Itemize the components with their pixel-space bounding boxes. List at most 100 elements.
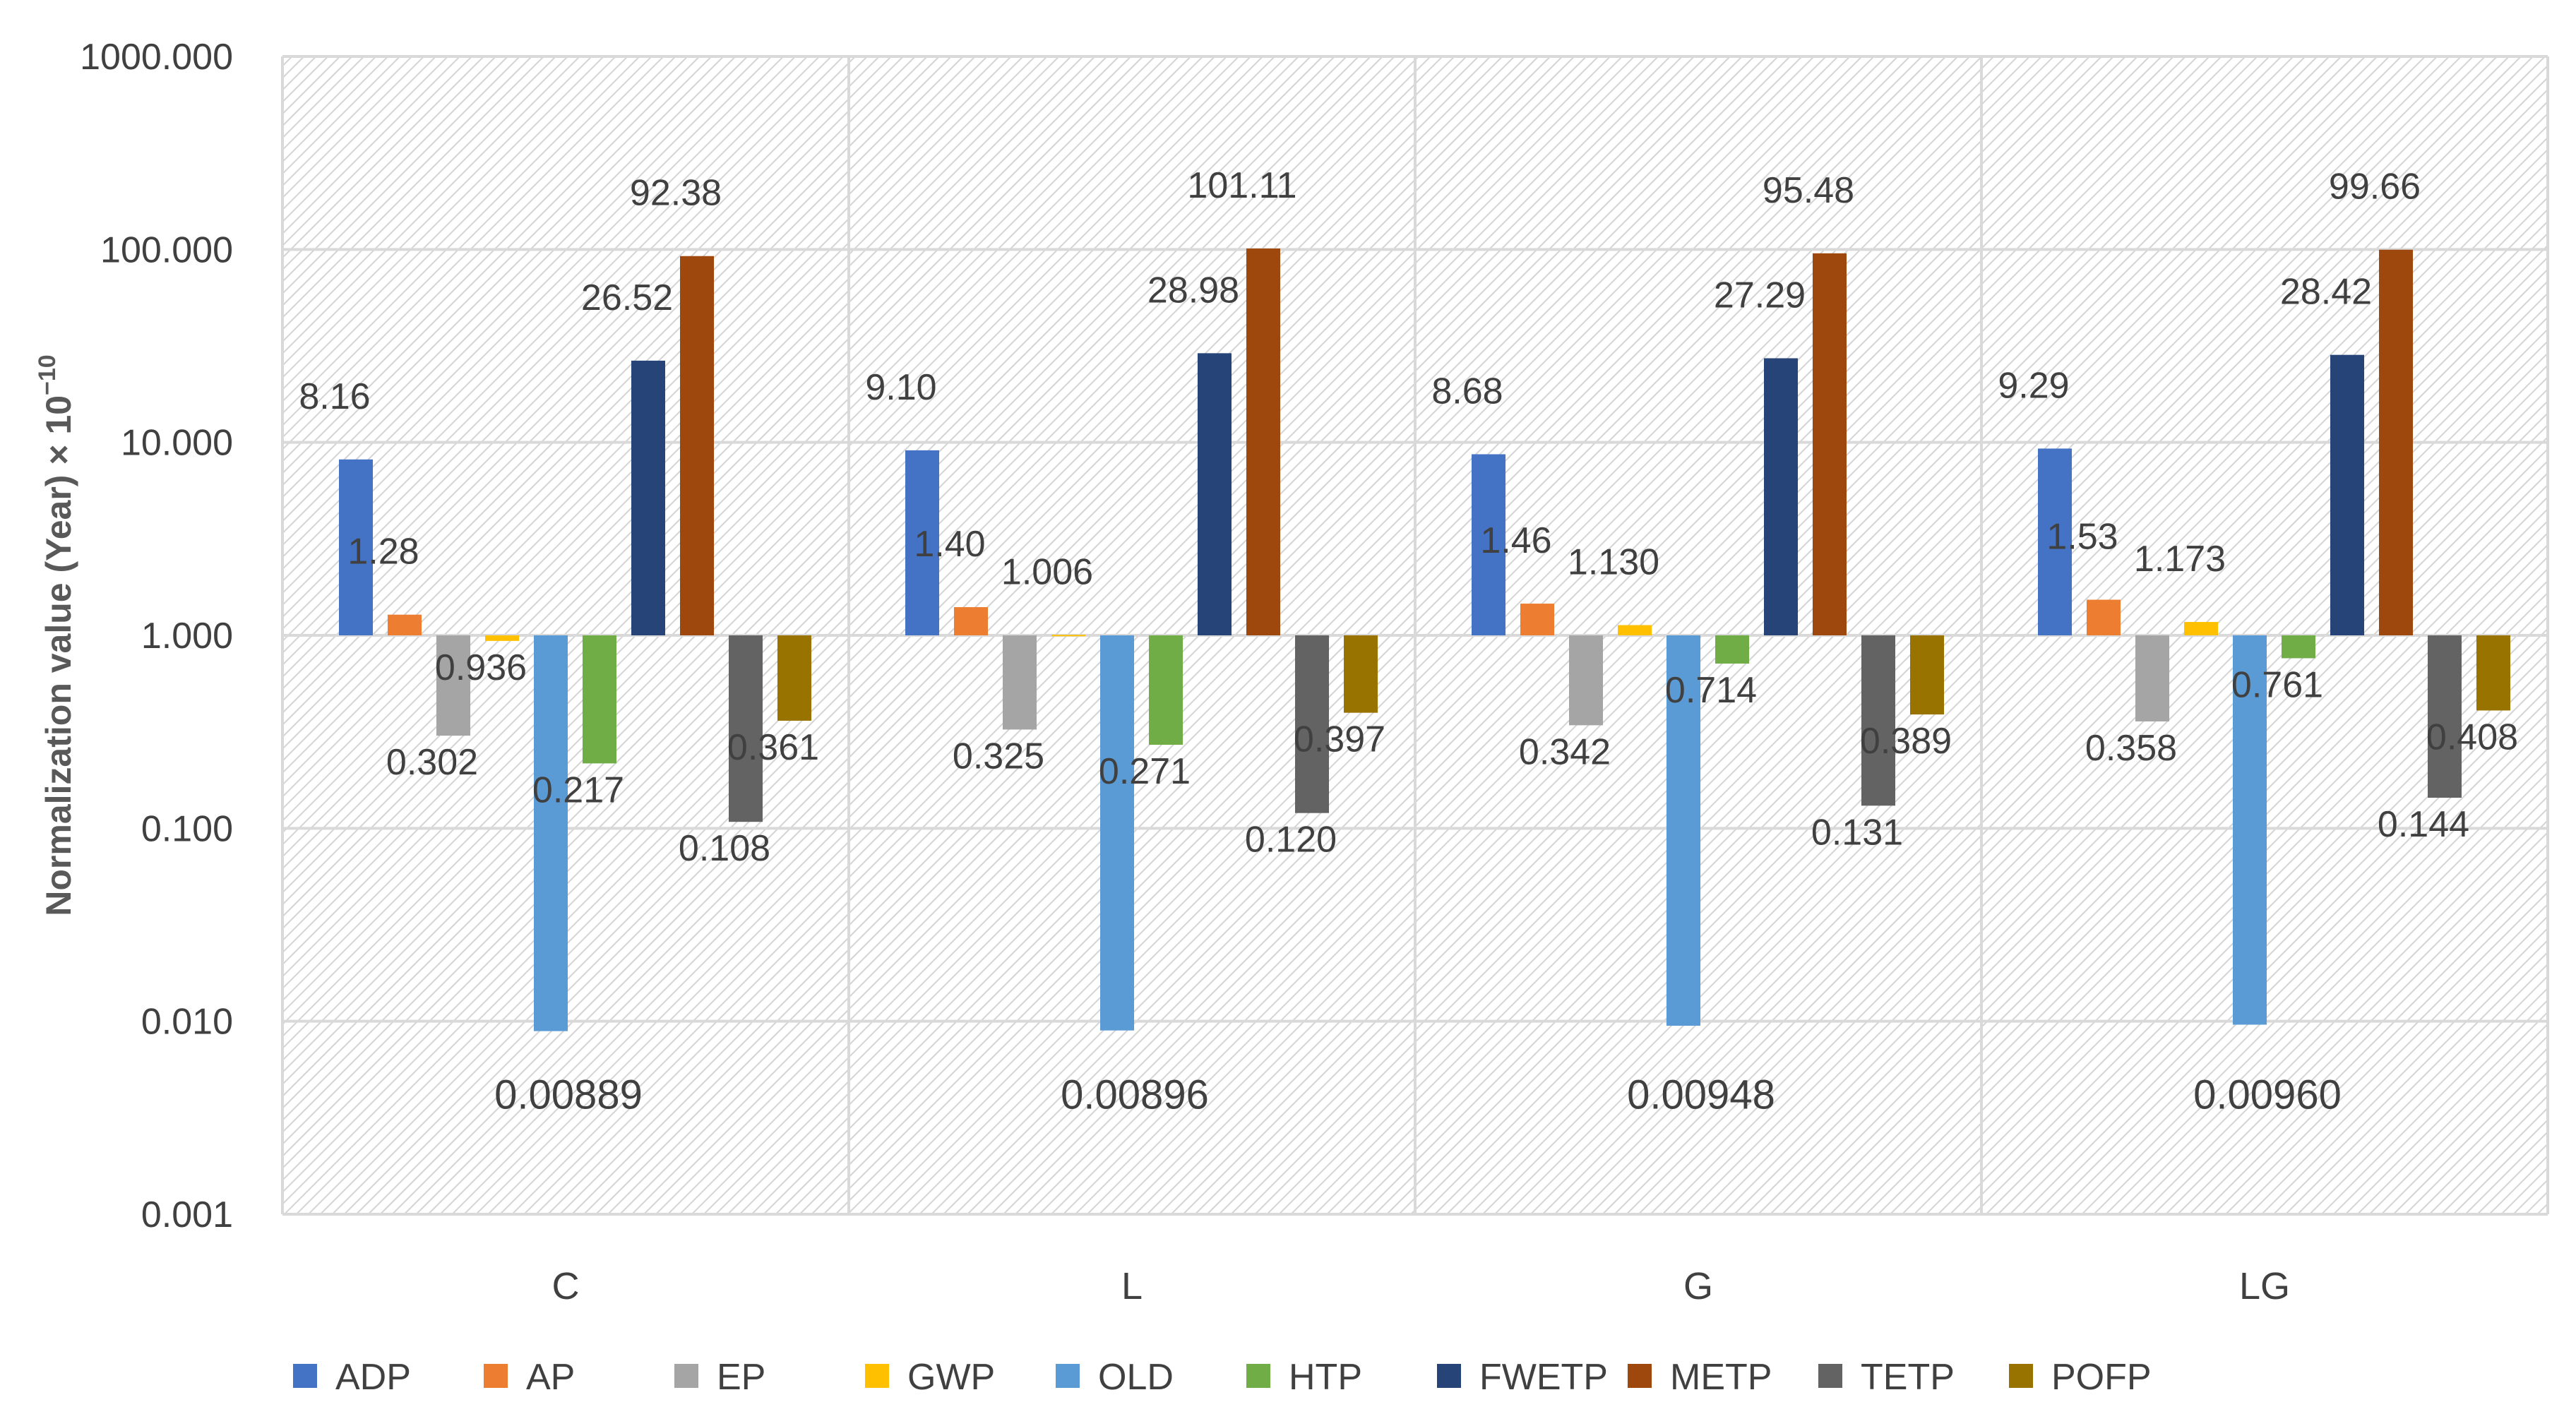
legend-swatch-metp <box>1628 1364 1652 1388</box>
data-label: 99.66 <box>2329 167 2421 208</box>
data-label: 0.358 <box>2085 728 2177 769</box>
y-tick-label: 0.100 <box>141 808 233 849</box>
bar-gwp-c <box>485 635 519 641</box>
x-tick-label: L <box>1121 1265 1143 1307</box>
y-tick-label: 1000.000 <box>80 37 233 78</box>
legend-swatch-gwp <box>865 1364 889 1388</box>
data-label: 27.29 <box>1714 275 1806 316</box>
data-label: 9.10 <box>865 367 936 408</box>
bar-old-c <box>534 635 568 1031</box>
data-label: 26.52 <box>581 277 673 318</box>
data-label: 92.38 <box>630 173 722 214</box>
bar-fwetp-l <box>1198 353 1232 635</box>
legend-swatch-tetp <box>1818 1364 1842 1388</box>
data-label: 0.389 <box>1860 721 1952 762</box>
legend-label-tetp: TETP <box>1861 1357 1955 1398</box>
bar-fwetp-c <box>631 360 665 635</box>
data-label: 8.16 <box>299 376 370 417</box>
bar-ap-l <box>954 607 988 635</box>
bar-gwp-l <box>1051 635 1085 637</box>
bar-tetp-c <box>729 635 763 822</box>
bar-adp-l <box>905 450 939 635</box>
legend-label-adp: ADP <box>335 1357 411 1398</box>
bar-htp-l <box>1149 635 1183 745</box>
data-label: 0.397 <box>1294 719 1385 760</box>
bar-htp-lg <box>2282 635 2315 659</box>
bar-gwp-g <box>1618 625 1652 635</box>
legend-label-ap: AP <box>526 1357 575 1398</box>
y-axis-label-exponent: −10 <box>34 354 61 395</box>
data-label: 101.11 <box>1187 165 1296 206</box>
data-label: 0.144 <box>2378 804 2469 845</box>
data-label: 0.120 <box>1245 820 1337 861</box>
y-axis-label: Normalization value (Year) × 10−10 <box>34 354 78 916</box>
bar-htp-c <box>583 635 616 764</box>
data-label: 0.271 <box>1099 751 1191 792</box>
data-label: 0.00948 <box>1627 1072 1775 1118</box>
bar-pofp-lg <box>2476 635 2510 711</box>
y-tick-label: 0.010 <box>141 1002 233 1043</box>
legend-label-htp: HTP <box>1289 1357 1362 1398</box>
data-label: 1.46 <box>1480 520 1551 561</box>
data-label: 1.173 <box>2134 539 2226 580</box>
bar-ep-lg <box>2135 635 2169 721</box>
x-tick-label: LG <box>2239 1265 2290 1307</box>
data-label: 0.00960 <box>2193 1072 2342 1118</box>
bar-ap-c <box>388 614 422 635</box>
y-tick-label: 0.001 <box>141 1194 233 1235</box>
bar-fwetp-g <box>1764 358 1798 635</box>
bar-ep-l <box>1003 635 1037 730</box>
legend-label-ep: EP <box>717 1357 765 1398</box>
bar-metp-c <box>680 256 714 635</box>
data-label: 0.342 <box>1519 731 1611 772</box>
data-label: 1.006 <box>1001 551 1093 592</box>
legend-swatch-adp <box>293 1364 317 1388</box>
data-label: 0.714 <box>1665 670 1757 711</box>
data-label: 0.131 <box>1811 812 1903 853</box>
data-label: 0.00896 <box>1061 1072 1209 1118</box>
bar-htp-g <box>1715 635 1749 664</box>
bar-old-g <box>1666 635 1700 1026</box>
bar-adp-lg <box>2038 448 2072 635</box>
y-tick-label: 1.000 <box>141 616 233 657</box>
data-label: 0.325 <box>953 736 1044 777</box>
bar-pofp-l <box>1344 635 1378 713</box>
y-axis-label-text: Normalization value (Year) × 10 <box>39 395 78 916</box>
bar-tetp-g <box>1861 635 1895 806</box>
bar-ap-lg <box>2087 599 2121 635</box>
data-label: 1.53 <box>2046 517 2118 558</box>
legend-swatch-pofp <box>2009 1364 2033 1388</box>
data-label: 0.408 <box>2426 717 2518 757</box>
legend-label-old: OLD <box>1098 1357 1174 1398</box>
data-label: 0.108 <box>679 828 770 869</box>
data-label: 0.761 <box>2231 664 2323 705</box>
data-label: 0.361 <box>727 727 819 768</box>
data-label: 0.00889 <box>494 1072 643 1118</box>
bar-metp-l <box>1246 248 1280 635</box>
data-label: 28.98 <box>1147 270 1239 311</box>
bar-gwp-lg <box>2184 622 2218 635</box>
data-label: 95.48 <box>1763 170 1854 211</box>
y-tick-label: 100.000 <box>100 229 233 270</box>
data-label: 1.40 <box>914 524 985 565</box>
bar-metp-g <box>1813 253 1847 635</box>
bar-tetp-l <box>1295 635 1329 813</box>
bar-tetp-lg <box>2428 635 2462 798</box>
data-label: 28.42 <box>2280 272 2372 313</box>
legend-swatch-ap <box>484 1364 508 1388</box>
data-label: 1.28 <box>347 532 419 573</box>
data-label: 0.936 <box>435 647 527 688</box>
bar-old-lg <box>2233 635 2267 1025</box>
legend-swatch-fwetp <box>1437 1364 1461 1388</box>
legend-swatch-htp <box>1246 1364 1270 1388</box>
bar-pofp-c <box>777 635 811 721</box>
bar-old-l <box>1100 635 1134 1031</box>
bar-fwetp-lg <box>2330 354 2364 635</box>
data-label: 1.130 <box>1568 541 1659 582</box>
legend-label-gwp: GWP <box>907 1357 995 1398</box>
data-label: 0.302 <box>386 742 478 783</box>
bar-adp-g <box>1472 454 1505 635</box>
bar-ap-g <box>1520 604 1554 635</box>
bar-pofp-g <box>1910 635 1944 715</box>
